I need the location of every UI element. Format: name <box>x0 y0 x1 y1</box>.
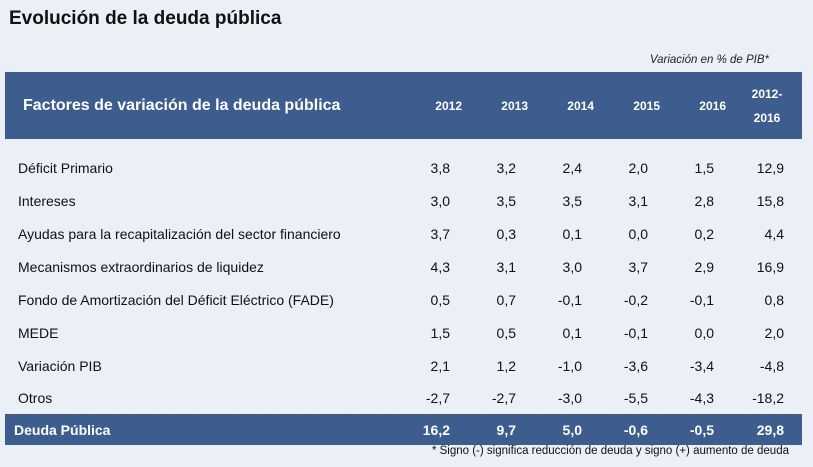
row-value: -3,4 <box>689 357 714 374</box>
row-value: -4,8 <box>759 357 784 374</box>
total-value: 5,0 <box>562 421 582 438</box>
table-row: Fondo de Amortización del Déficit Eléctr… <box>5 283 802 316</box>
table-header-row: Factores de variación de la deuda públic… <box>5 72 802 139</box>
row-value: -5,5 <box>600 382 666 415</box>
footnote: * Signo (-) significa reducción de deuda… <box>431 445 789 457</box>
total-value: 16,2 <box>422 421 450 438</box>
total-label: Deuda Pública <box>14 421 111 438</box>
row-value: 0,2 <box>694 225 714 242</box>
row-value: 0,8 <box>764 291 784 308</box>
row-value: 3,7 <box>430 225 450 242</box>
row-value: -3,6 <box>623 357 648 374</box>
row-value: -3,0 <box>534 382 600 415</box>
table-row: Intereses 3,0 3,5 3,5 3,1 2,8 15,8 <box>5 184 802 217</box>
row-value: 4,4 <box>764 225 784 242</box>
row-value: 1,5 <box>430 324 450 341</box>
table-row: MEDE 1,5 0,5 0,1 -0,1 0,0 2,0 <box>5 316 802 349</box>
row-value: 3,1 <box>628 192 648 209</box>
row-value: 0,1 <box>562 225 582 242</box>
row-value: 3,7 <box>628 258 648 275</box>
row-value: 0,7 <box>496 291 516 308</box>
row-label: Fondo de Amortización del Déficit Eléctr… <box>18 291 334 308</box>
row-value: -1,0 <box>557 357 582 374</box>
unit-note: Variación en % de PIB* <box>649 54 769 66</box>
row-value: 3,2 <box>496 159 516 176</box>
header-year: 2015 <box>633 98 660 113</box>
row-value: 0,5 <box>430 291 450 308</box>
row-value: 3,5 <box>496 192 516 209</box>
row-value: 2,8 <box>694 192 714 209</box>
row-value: 3,8 <box>430 159 450 176</box>
total-value: 9,7 <box>496 421 516 438</box>
row-value: 3,1 <box>496 258 516 275</box>
row-value: 0,5 <box>496 324 516 341</box>
row-value: 1,2 <box>496 357 516 374</box>
header-year: 2014 <box>567 98 594 113</box>
page-title: Evolución de la deuda pública <box>9 8 282 29</box>
row-value: 15,8 <box>756 192 784 209</box>
table-row: Déficit Primario 3,8 3,2 2,4 2,0 1,5 12,9 <box>5 151 802 184</box>
table-row: Variación PIB 2,1 1,2 -1,0 -3,6 -3,4 -4,8 <box>5 349 802 382</box>
row-value: 3,5 <box>562 192 582 209</box>
row-value: 2,0 <box>764 324 784 341</box>
row-value: -4,3 <box>666 382 732 415</box>
total-value: -0,6 <box>623 421 648 438</box>
row-value: -2,7 <box>468 382 534 415</box>
row-value: 2,4 <box>562 159 582 176</box>
row-value: 2,9 <box>694 258 714 275</box>
total-value: 29,8 <box>756 421 784 438</box>
row-label: MEDE <box>18 324 59 341</box>
header-label: Factores de variación de la deuda públic… <box>23 96 341 114</box>
total-value: -0,5 <box>689 421 714 438</box>
row-label: Variación PIB <box>18 357 102 374</box>
table-row: Mecanismos extraordinarios de liquidez 4,… <box>5 250 802 283</box>
debt-factors-table: Factores de variación de la deuda públic… <box>5 72 802 445</box>
header-total-line1: 2012- <box>751 86 783 101</box>
row-label: Ayudas para la recapitalización del sect… <box>18 225 341 242</box>
row-value: 4,3 <box>430 258 450 275</box>
row-value: 2,0 <box>628 159 648 176</box>
row-value: 3,0 <box>562 258 582 275</box>
row-value: 0,3 <box>496 225 516 242</box>
header-total-line2: 2016 <box>753 110 781 125</box>
row-value: -2,7 <box>402 382 468 415</box>
row-value: 12,9 <box>756 159 784 176</box>
header-year: 2016 <box>699 98 726 113</box>
table-row: Otros -2,7 -2,7 -3,0 -5,5 -4,3 -18,2 <box>5 382 802 415</box>
row-value: -0,1 <box>623 324 648 341</box>
header-year: 2012 <box>435 98 462 113</box>
row-value: 0,1 <box>562 324 582 341</box>
row-value: -0,1 <box>689 291 714 308</box>
row-value: -0,2 <box>623 291 648 308</box>
table-row: Ayudas para la recapitalización del sect… <box>5 217 802 250</box>
row-value: 2,1 <box>430 357 450 374</box>
row-value: 0,0 <box>628 225 648 242</box>
header-year: 2013 <box>501 98 528 113</box>
row-label: Déficit Primario <box>18 159 113 176</box>
header-total: 2012- 2016 <box>732 72 802 139</box>
row-value: 1,5 <box>694 159 714 176</box>
row-value: 0,0 <box>694 324 714 341</box>
total-row: Deuda Pública 16,2 9,7 5,0 -0,6 -0,5 29,… <box>5 414 802 445</box>
row-label: Otros <box>5 382 402 415</box>
row-value: -18,2 <box>732 382 802 415</box>
row-label: Intereses <box>18 192 76 209</box>
row-value: 3,0 <box>430 192 450 209</box>
row-value: 16,9 <box>756 258 784 275</box>
row-label: Mecanismos extraordinarios de liquidez <box>18 258 264 275</box>
row-value: -0,1 <box>557 291 582 308</box>
